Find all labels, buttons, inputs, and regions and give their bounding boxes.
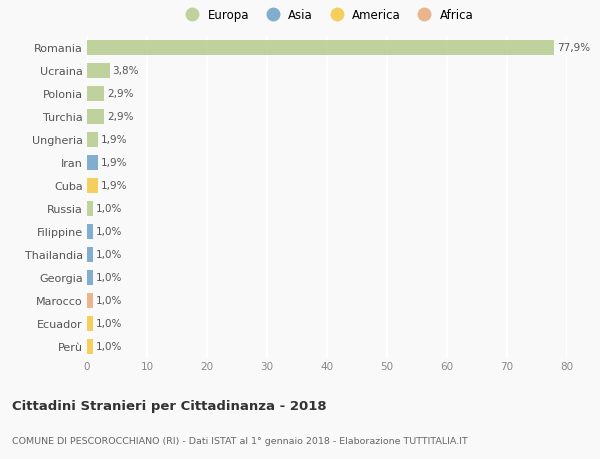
Bar [87,87,104,101]
Text: 2,9%: 2,9% [107,112,133,122]
Bar [87,270,93,285]
Legend: Europa, Asia, America, Africa: Europa, Asia, America, Africa [178,7,476,24]
Bar [87,293,93,308]
Text: 77,9%: 77,9% [557,43,590,53]
Text: 1,0%: 1,0% [95,273,122,283]
Text: 1,0%: 1,0% [95,250,122,260]
Text: Cittadini Stranieri per Cittadinanza - 2018: Cittadini Stranieri per Cittadinanza - 2… [12,399,326,412]
Text: 1,0%: 1,0% [95,227,122,237]
Text: COMUNE DI PESCOROCCHIANO (RI) - Dati ISTAT al 1° gennaio 2018 - Elaborazione TUT: COMUNE DI PESCOROCCHIANO (RI) - Dati IST… [12,436,468,445]
Bar [87,110,104,124]
Text: 1,0%: 1,0% [95,341,122,352]
Bar [87,41,554,56]
Text: 1,0%: 1,0% [95,296,122,306]
Text: 1,0%: 1,0% [95,204,122,214]
Text: 3,8%: 3,8% [112,66,139,76]
Bar [87,316,93,331]
Text: 2,9%: 2,9% [107,89,133,99]
Bar [87,339,93,354]
Text: 1,0%: 1,0% [95,319,122,329]
Bar [87,247,93,262]
Bar [87,64,110,78]
Bar [87,133,98,147]
Bar [87,202,93,216]
Bar [87,156,98,170]
Text: 1,9%: 1,9% [101,135,127,145]
Text: 1,9%: 1,9% [101,158,127,168]
Bar [87,224,93,239]
Text: 1,9%: 1,9% [101,181,127,191]
Bar [87,179,98,193]
